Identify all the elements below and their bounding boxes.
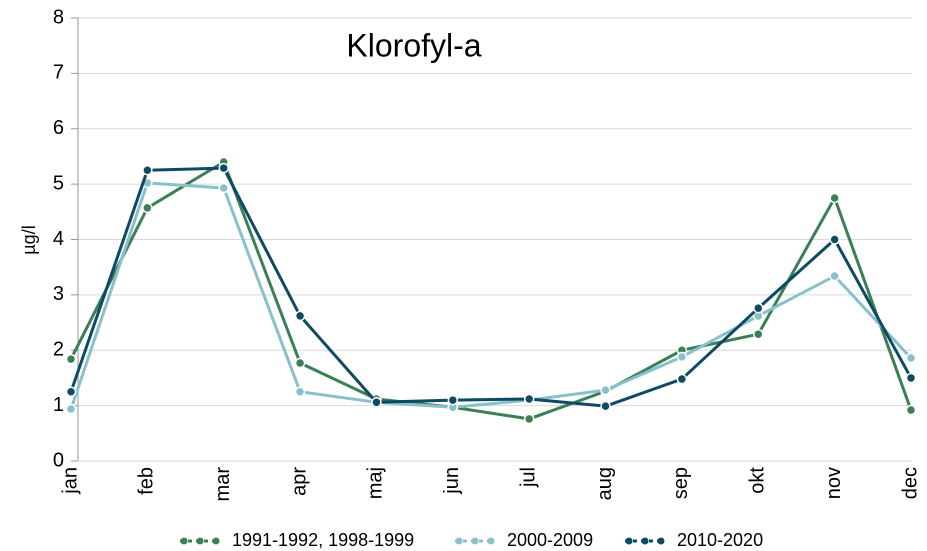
x-tick-label: okt [747,467,769,494]
data-point [294,357,306,369]
data-point [142,165,153,176]
data-point [65,386,77,398]
legend-dot [471,537,479,545]
data-point [523,413,535,425]
x-tick-label: jan [59,467,81,495]
legend-dot [180,537,188,545]
data-point [65,403,77,415]
x-tick-label: mar [212,467,234,502]
data-point [600,400,611,412]
x-tick-label: jun [441,467,463,495]
y-tick-label: 5 [53,172,64,194]
series-line [69,166,913,408]
y-tick-label: 3 [53,283,64,305]
legend-dot [657,537,665,545]
legend-label: 1991-1992, 1998-1999 [232,530,414,550]
x-tick-label: dec [899,467,921,499]
x-tick-label: apr [288,467,310,496]
x-tick-label: aug [594,467,616,500]
legend-dot [487,537,495,545]
data-point [371,397,382,408]
data-point [905,404,917,416]
series-line [69,181,913,410]
y-axis-label: µg/l [19,225,39,254]
data-point [676,351,688,363]
data-point [753,302,764,314]
y-tick-label: 2 [53,339,64,361]
data-point [294,386,306,398]
data-point [905,372,917,384]
chart-title: Klorofyl-a [346,27,481,63]
legend-dot [212,537,220,545]
x-tick-label: sep [670,467,692,499]
data-point [447,394,459,406]
legend-label: 2000-2009 [507,530,593,550]
x-tick-label: jul [517,467,539,488]
data-point [829,234,840,245]
data-point [829,270,840,282]
data-point [218,162,229,174]
y-tick-label: 4 [53,228,64,250]
data-point [294,310,306,322]
legend-dot [196,537,204,545]
data-point [753,328,764,340]
x-tick-label: nov [823,467,845,499]
data-point [676,373,688,385]
data-point [600,384,611,396]
legend-dot [455,537,463,545]
y-tick-label: 8 [53,6,64,28]
series-line [69,160,913,421]
x-tick-label: feb [136,467,158,495]
data-point [65,353,77,365]
y-tick-label: 7 [53,62,64,84]
legend-dot [625,537,633,545]
data-point [829,192,840,204]
y-tick-label: 0 [53,449,64,471]
data-point [523,393,535,405]
data-point [142,202,153,214]
y-tick-label: 6 [53,117,64,139]
legend-dot [641,537,649,545]
data-point [905,352,917,364]
data-point [218,182,229,194]
y-tick-label: 1 [53,394,64,416]
x-tick-label: maj [365,467,387,499]
legend-label: 2010-2020 [677,530,763,550]
